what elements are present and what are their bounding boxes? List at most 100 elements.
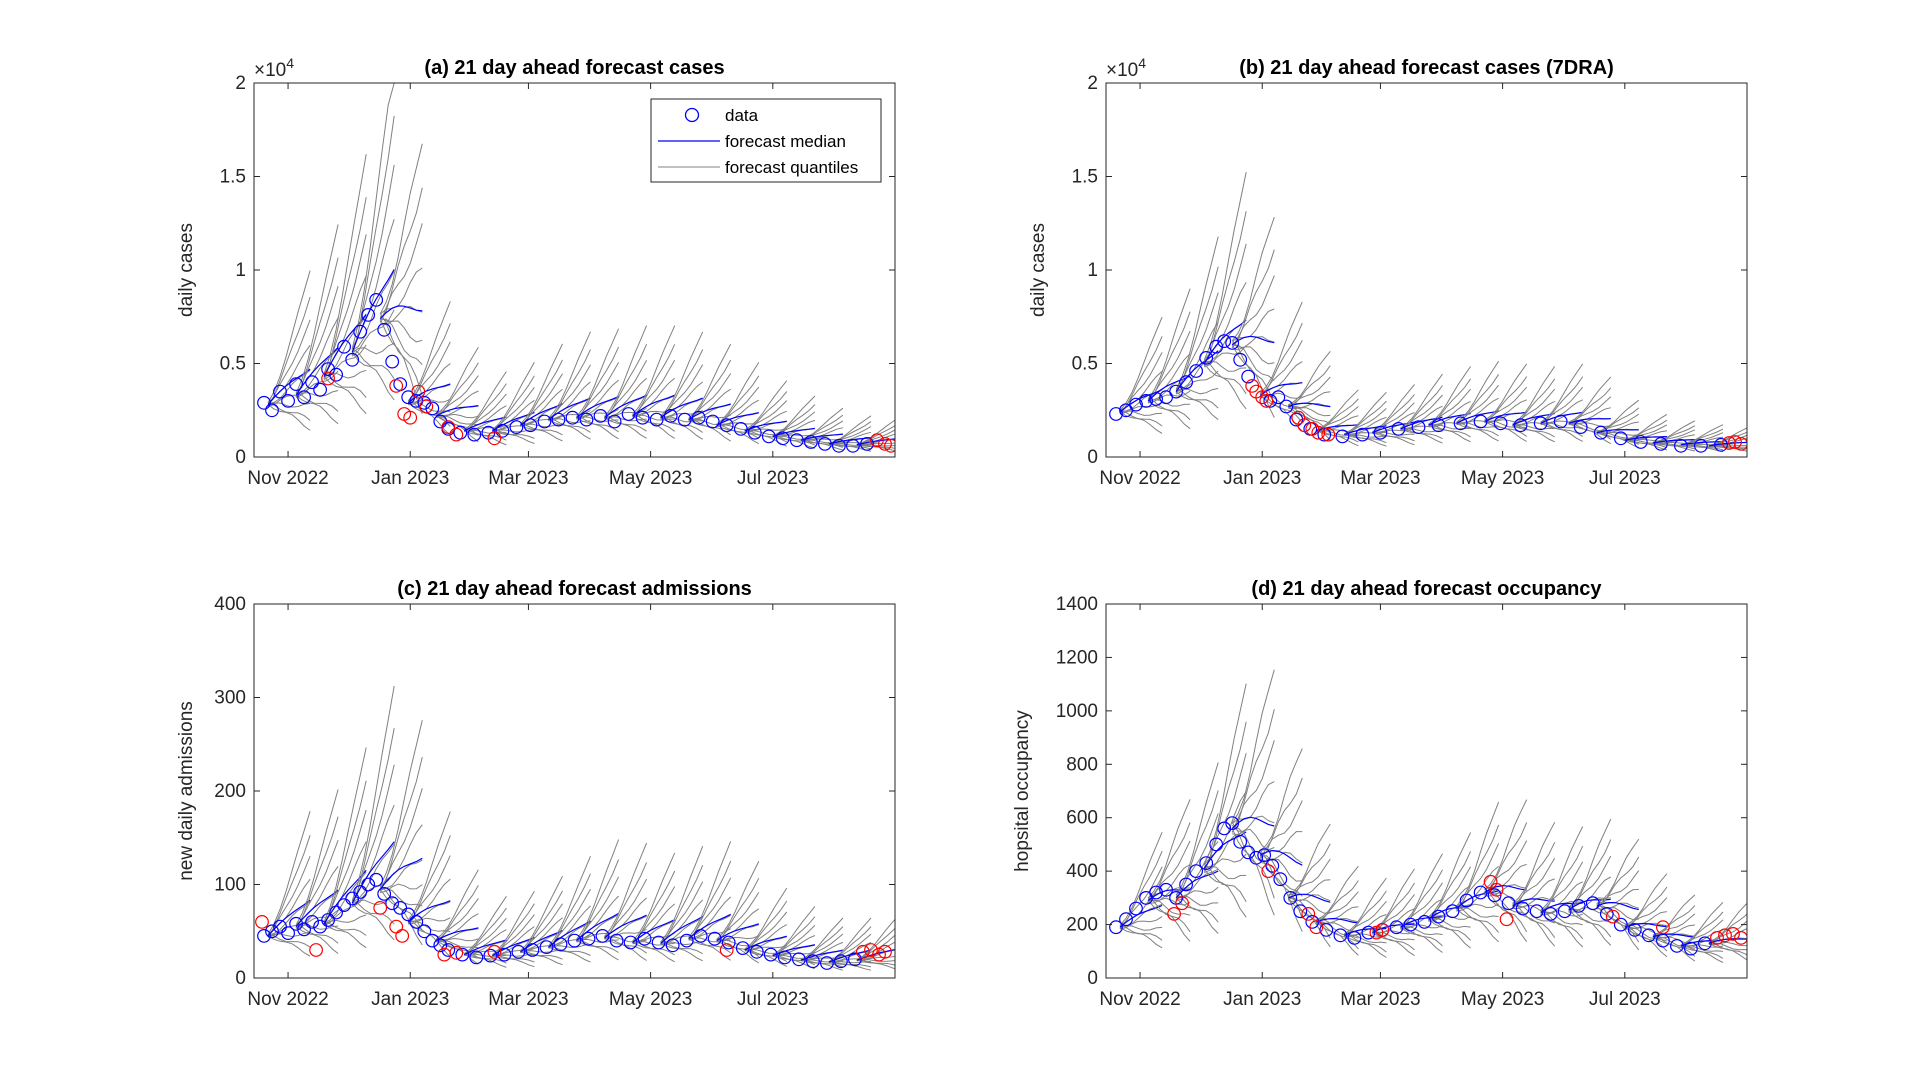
- forecast-quantile-line: [716, 935, 759, 943]
- forecast-quantile-line: [1344, 890, 1387, 937]
- forecast-quantile-line: [351, 83, 395, 349]
- panel-b-axes-box: [1105, 82, 1748, 458]
- forecast-quantile-line: [295, 789, 339, 926]
- forecast-quantile-line: [1344, 400, 1387, 436]
- y-tick-label: 200: [1066, 915, 1098, 936]
- forecast-quantile-line: [379, 719, 423, 887]
- forecast-quantile-line: [856, 927, 895, 962]
- data-point: [677, 412, 692, 427]
- data-point-red: [403, 410, 418, 425]
- forecast-quantile-line: [379, 318, 423, 415]
- data-point: [1653, 437, 1668, 451]
- x-tick-label: May 2023: [609, 989, 692, 1010]
- forecast-quantile-line: [1400, 385, 1443, 431]
- forecast-quantile-line: [1596, 399, 1640, 433]
- x-tick-label: Nov 2022: [247, 468, 328, 489]
- data-point-red: [1728, 435, 1742, 449]
- panel-b-title: (b) 21 day ahead forecast cases (7DRA): [1239, 57, 1614, 79]
- panel-c: 0 100 200 300 400 Nov 2022 Jan 2023 Mar 2023 May…: [176, 578, 896, 1010]
- forecast-quantile-line: [576, 859, 620, 942]
- forecast-quantile-line: [520, 903, 563, 953]
- data-point: [663, 409, 678, 423]
- forecast-quantile-line: [716, 877, 760, 942]
- forecast-quantile-line: [1624, 413, 1668, 441]
- data-point: [417, 924, 432, 939]
- panel-b-series: [1109, 171, 1747, 453]
- data-point: [377, 887, 392, 901]
- data-point: [1431, 909, 1446, 924]
- forecast-quantile-line: [520, 930, 563, 952]
- forecast-quantile-line: [1512, 423, 1555, 438]
- forecast-quantile-line: [1203, 863, 1247, 903]
- forecast-median-line: [632, 919, 675, 943]
- forecast-quantile-line: [1540, 912, 1584, 948]
- forecast-quantile-line: [1259, 851, 1303, 864]
- data-point: [691, 410, 706, 425]
- panel-d-series: [1109, 669, 1747, 963]
- data-point: [337, 339, 352, 354]
- x-tick-label: Jul 2023: [737, 468, 809, 489]
- forecast-quantile-line: [744, 887, 788, 950]
- data-point: [1529, 904, 1544, 919]
- forecast-median-line: [1484, 411, 1527, 423]
- data-point: [265, 924, 279, 939]
- forecast-median-line: [1231, 816, 1275, 829]
- data-point: [539, 940, 554, 954]
- data-point-red: [1297, 418, 1312, 433]
- forecast-quantile-line: [351, 728, 395, 906]
- forecast-quantile-line: [1568, 839, 1612, 912]
- forecast-quantile-line: [323, 923, 367, 949]
- forecast-quantile-line: [267, 901, 311, 936]
- forecast-quantile-line: [1512, 388, 1556, 427]
- data-point: [353, 324, 368, 339]
- forecast-quantile-line: [548, 417, 591, 433]
- forecast-median-line: [1596, 429, 1639, 434]
- forecast-quantile-line: [1512, 378, 1556, 427]
- forecast-quantile-line: [435, 885, 479, 942]
- forecast-quantile-line: [1147, 400, 1191, 430]
- forecast-quantile-line: [1316, 865, 1359, 921]
- data-point: [511, 944, 526, 959]
- data-point: [553, 937, 568, 952]
- x-tick-label: Nov 2022: [1099, 989, 1180, 1010]
- data-point: [297, 390, 312, 405]
- data-point: [1189, 864, 1203, 878]
- data-point: [1445, 904, 1460, 919]
- forecast-quantile-line: [828, 926, 872, 963]
- data-point: [523, 418, 538, 433]
- forecast-quantile-line: [632, 852, 676, 942]
- forecast-quantile-line: [464, 907, 507, 956]
- data-point: [469, 950, 484, 965]
- forecast-quantile-line: [1231, 828, 1275, 916]
- x-tick-label: Nov 2022: [1099, 468, 1180, 489]
- forecast-quantile-line: [1540, 909, 1584, 940]
- forecast-quantile-line: [1175, 266, 1219, 394]
- forecast-quantile-line: [604, 325, 648, 417]
- forecast-median-line: [436, 405, 479, 417]
- data-point: [305, 915, 320, 929]
- data-point: [1257, 848, 1272, 862]
- data-point: [1389, 920, 1404, 935]
- data-point: [820, 956, 834, 970]
- x-tick-label: Mar 2023: [1340, 989, 1420, 1010]
- data-point: [705, 414, 720, 429]
- forecast-quantile-line: [1119, 316, 1163, 411]
- forecast-quantile-line: [267, 402, 311, 421]
- y-tick-label: 400: [214, 594, 246, 615]
- panel-c-title: (c) 21 day ahead forecast admissions: [397, 578, 752, 600]
- data-point: [763, 947, 778, 962]
- forecast-quantile-line: [520, 424, 563, 442]
- forecast-quantile-line: [604, 343, 648, 420]
- panel-c-ylabel: new daily admissions: [176, 701, 197, 881]
- data-point: [1199, 351, 1214, 365]
- panel-a-exponent: ×104: [254, 55, 294, 81]
- x-tick-label: Jan 2023: [371, 468, 449, 489]
- data-point: [1249, 850, 1264, 865]
- x-tick-label: Jul 2023: [1589, 989, 1661, 1010]
- data-point: [1683, 941, 1698, 956]
- forecast-median-line: [744, 935, 787, 951]
- data-point-red: [864, 943, 878, 957]
- forecast-quantile-line: [660, 331, 704, 417]
- forecast-median-line: [379, 857, 423, 890]
- forecast-quantile-line: [1147, 897, 1191, 933]
